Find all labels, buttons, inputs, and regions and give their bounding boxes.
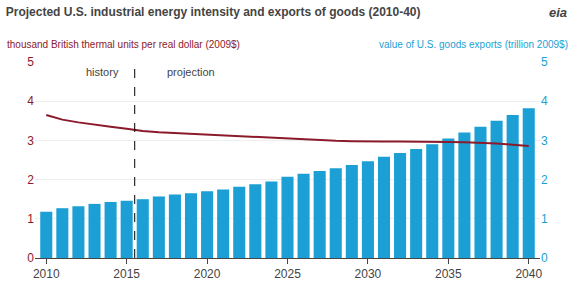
svg-text:history: history xyxy=(86,66,119,78)
svg-text:0: 0 xyxy=(541,251,548,265)
svg-text:0: 0 xyxy=(27,251,34,265)
svg-text:1: 1 xyxy=(541,212,548,226)
svg-text:projection: projection xyxy=(167,66,215,78)
svg-text:Projected U.S. industrial ener: Projected U.S. industrial energy intensi… xyxy=(6,5,421,19)
svg-text:2035: 2035 xyxy=(435,267,462,281)
svg-text:2020: 2020 xyxy=(194,267,221,281)
svg-text:2015: 2015 xyxy=(113,267,140,281)
svg-text:2010: 2010 xyxy=(33,267,60,281)
svg-text:5: 5 xyxy=(541,55,548,69)
svg-text:eia: eia xyxy=(549,5,567,20)
svg-text:5: 5 xyxy=(27,55,34,69)
svg-text:value of U.S. goods exports (t: value of U.S. goods exports (trillion 20… xyxy=(379,39,568,50)
svg-text:thousand British thermal units: thousand British thermal units per real … xyxy=(7,39,240,50)
svg-text:3: 3 xyxy=(27,134,34,148)
svg-text:2030: 2030 xyxy=(355,267,382,281)
svg-text:2: 2 xyxy=(541,173,548,187)
svg-text:3: 3 xyxy=(541,134,548,148)
svg-text:2025: 2025 xyxy=(274,267,301,281)
svg-text:4: 4 xyxy=(541,94,548,108)
svg-text:2: 2 xyxy=(27,173,34,187)
svg-text:1: 1 xyxy=(27,212,34,226)
svg-text:4: 4 xyxy=(27,94,34,108)
svg-text:2040: 2040 xyxy=(515,267,542,281)
